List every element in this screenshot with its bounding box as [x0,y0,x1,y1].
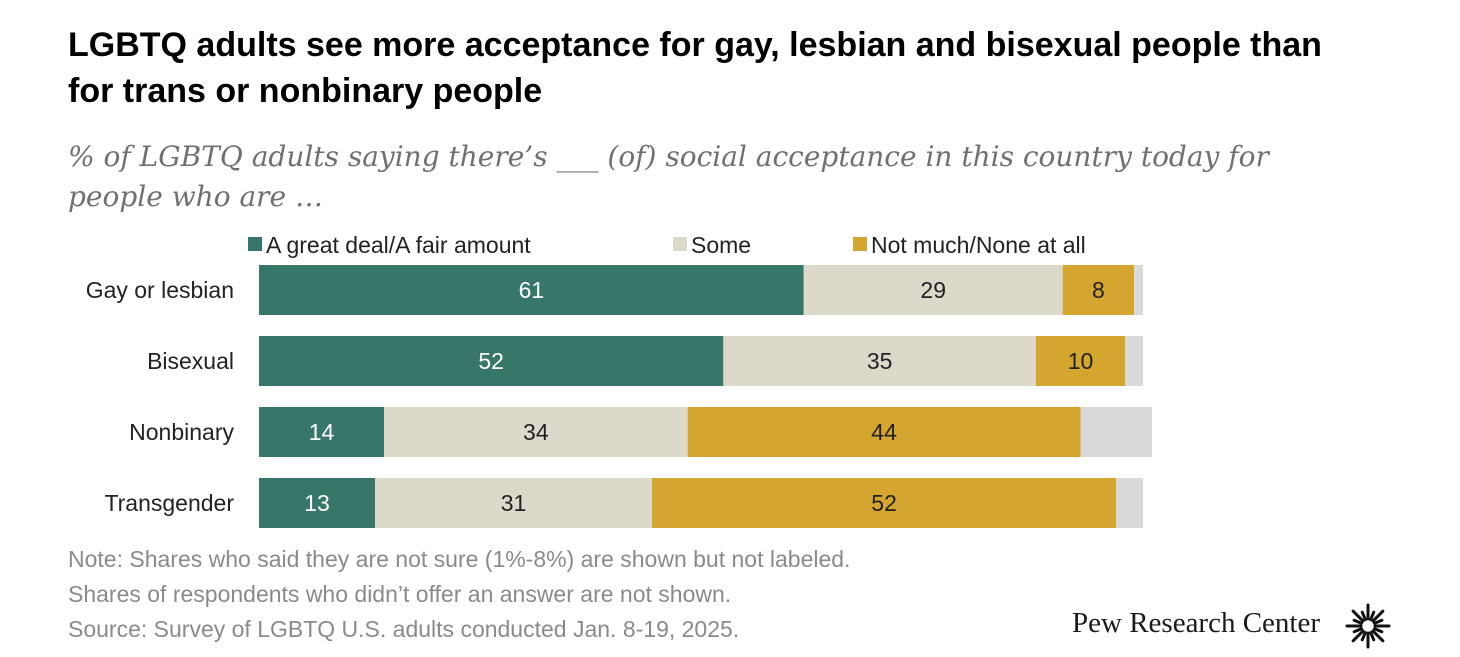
bar-segment-not-sure [1116,478,1144,528]
data-label: 8 [1092,277,1105,303]
note-line: Shares of respondents who didn’t offer a… [68,581,732,607]
data-label: 52 [871,490,897,516]
legend-label: A great deal/A fair amount [266,232,531,258]
data-label: 61 [519,277,545,303]
pew-logo-icon [1345,603,1391,649]
bar-segment [259,407,385,457]
bar-segment [1035,336,1126,386]
data-label: 14 [309,419,335,445]
legend-label: Some [691,232,751,258]
bar-segment [723,336,1036,386]
category-label: Gay or lesbian [86,277,234,303]
legend-swatch [673,237,687,251]
bar-segment-not-sure [1080,407,1152,457]
data-label: 10 [1068,348,1094,374]
bar-segment [384,407,688,457]
data-label: 52 [478,348,504,374]
bar-segment-not-sure [1125,336,1144,386]
brand-name: Pew Research Center [1072,607,1321,639]
category-label: Bisexual [147,348,234,374]
data-label: 44 [871,419,897,445]
bar-segment [375,478,652,528]
bar-segment [651,478,1117,528]
legend-label: Not much/None at all [871,232,1086,258]
bar-segment-not-sure [1134,265,1144,315]
chart-legend: A great deal/A fair amount Some Not much/N… [248,232,1086,258]
legend-swatch [248,237,262,251]
bar-segment [259,265,804,315]
bar-segment [803,265,1063,315]
category-label: Transgender [104,490,234,516]
source-line: Source: Survey of LGBTQ U.S. adults cond… [68,616,740,642]
bar-segment [259,478,376,528]
bar-segment [1062,265,1135,315]
bar-segment [687,407,1081,457]
bar-segment [259,336,724,386]
legend-swatch [853,237,867,251]
note-line: Note: Shares who said they are not sure … [68,546,851,572]
chart-bars: Gay or lesbian 61 29 8 Bisexual 52 35 10 Nonbina… [86,265,1152,528]
chart-notes: Note: Shares who said they are not sure … [68,542,1018,647]
data-label: 29 [920,277,946,303]
category-label: Nonbinary [129,419,234,445]
data-label: 13 [304,490,330,516]
data-label: 34 [523,419,549,445]
data-label: 35 [867,348,893,374]
data-label: 31 [501,490,527,516]
chart-subtitle: % of LGBTQ adults saying there’s ___ (of… [68,140,1269,213]
chart-title: LGBTQ adults see more acceptance for gay… [68,26,1322,110]
